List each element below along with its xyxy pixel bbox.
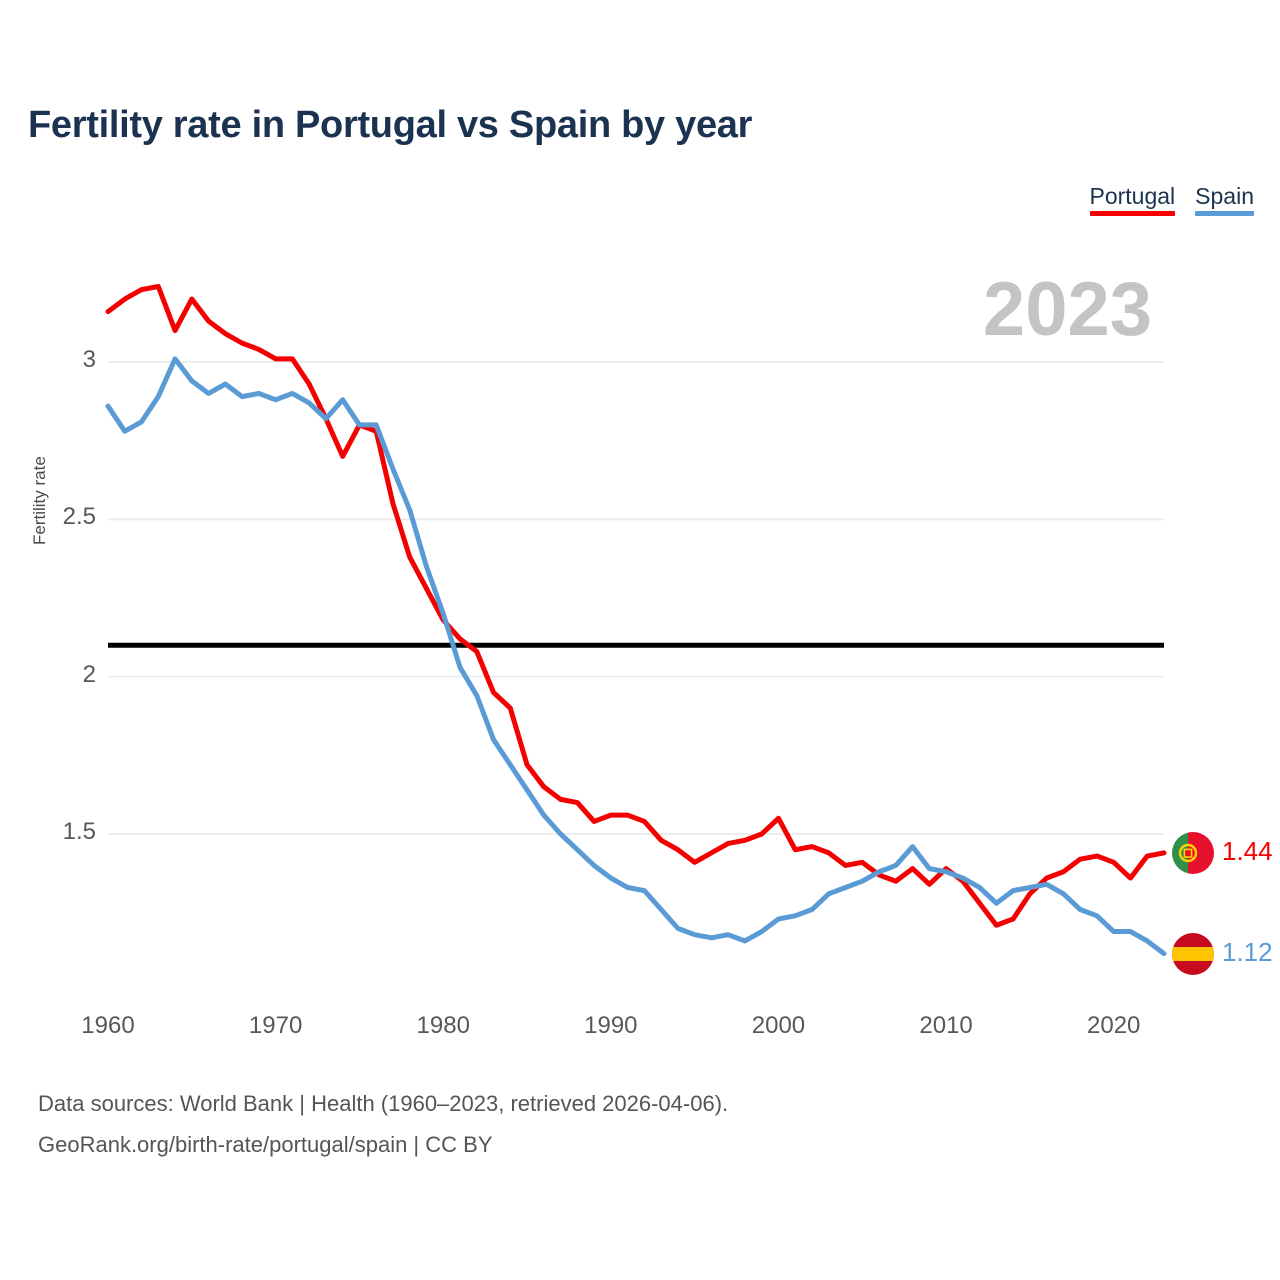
y-axis-tick-label: 3 — [82, 346, 96, 373]
portugal-end-value-label: 1.44 — [1222, 835, 1273, 866]
x-axis-tick-label: 1990 — [584, 1012, 638, 1039]
spain-end-value-label: 1.12 — [1222, 936, 1273, 967]
y-axis-tick-label: 1.5 — [62, 818, 96, 845]
year-watermark: 2023 — [982, 267, 1152, 352]
legend-item-portugal[interactable]: Portugal — [1089, 183, 1176, 216]
y-axis-tick-label: 2.5 — [62, 503, 96, 531]
y-axis-label: Fertility rate — [30, 456, 49, 545]
spain-flag-marker — [1172, 932, 1214, 975]
legend-label-spain: Spain — [1195, 183, 1254, 209]
x-axis-tick-label: 2000 — [751, 1012, 806, 1039]
chart-title: Fertility rate in Portugal vs Spain by y… — [28, 104, 753, 146]
series-line-spain — [105, 356, 1167, 957]
legend-item-spain[interactable]: Spain — [1195, 183, 1254, 216]
legend-label-portugal: Portugal — [1089, 183, 1176, 209]
chart-legend: Portugal Spain — [1089, 183, 1254, 216]
footer-data-sources: Data sources: World Bank | Health (1960–… — [38, 1091, 729, 1116]
legend-color-swatch-portugal — [1089, 211, 1176, 216]
y-axis-tick-label: 2 — [82, 660, 96, 688]
footer-attribution: GeoRank.org/birth-rate/portugal/spain | … — [38, 1132, 493, 1157]
x-axis-tick-label: 1960 — [81, 1012, 135, 1039]
series-line-portugal — [105, 283, 1167, 928]
x-axis-tick-label: 2020 — [1087, 1012, 1141, 1039]
x-axis-tick-label: 2010 — [919, 1012, 973, 1039]
x-axis-tick-label: 1980 — [416, 1012, 470, 1039]
legend-color-swatch-spain — [1195, 211, 1254, 216]
chart-footer: Data sources: World Bank | Health (1960–… — [38, 1083, 728, 1165]
x-axis-tick-label: 1970 — [248, 1012, 303, 1039]
portugal-flag-marker — [1172, 831, 1214, 874]
